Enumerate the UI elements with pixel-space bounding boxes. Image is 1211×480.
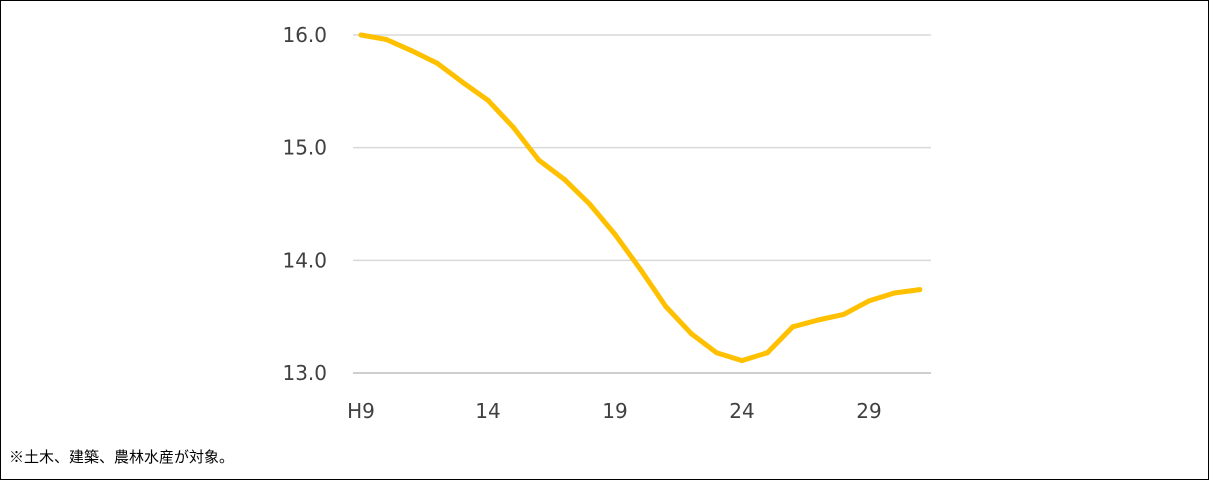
line-chart: 16.0 15.0 14.0 13.0 H9 14 19 24 29 xyxy=(282,23,931,423)
data-point xyxy=(561,176,567,182)
gridlines xyxy=(353,34,931,262)
data-point xyxy=(739,358,745,364)
data-point xyxy=(510,124,516,130)
data-point xyxy=(536,157,542,163)
series-layer xyxy=(358,32,923,364)
data-point xyxy=(714,350,720,356)
y-axis-tick-labels: 16.0 15.0 14.0 13.0 xyxy=(282,23,327,385)
x-tick-label: H9 xyxy=(347,399,375,423)
y-tick-label: 15.0 xyxy=(282,136,327,160)
series-line xyxy=(358,32,923,364)
data-point xyxy=(612,231,618,237)
data-point xyxy=(764,350,770,356)
x-tick-label: 19 xyxy=(602,399,627,423)
x-tick-label: 29 xyxy=(856,399,881,423)
data-point xyxy=(891,290,897,296)
x-axis-tick-labels: H9 14 19 24 29 xyxy=(347,399,882,423)
footnote: ※土木、建築、農林水産が対象。 xyxy=(9,448,235,466)
data-point xyxy=(460,79,466,85)
data-point xyxy=(815,317,821,323)
data-point xyxy=(358,32,364,38)
data-point xyxy=(409,48,415,54)
y-tick-label: 14.0 xyxy=(282,248,327,272)
y-tick-label: 16.0 xyxy=(282,23,327,47)
data-point xyxy=(637,266,643,272)
data-point xyxy=(866,298,872,304)
data-point xyxy=(790,324,796,330)
data-point xyxy=(663,304,669,310)
data-point xyxy=(587,201,593,207)
data-point xyxy=(841,311,847,317)
data-point xyxy=(485,97,491,103)
data-point xyxy=(383,37,389,43)
data-point xyxy=(434,60,440,66)
data-point xyxy=(688,331,694,337)
x-tick-label: 24 xyxy=(729,399,754,423)
data-point xyxy=(917,287,923,293)
x-tick-label: 14 xyxy=(475,399,500,423)
y-tick-label: 13.0 xyxy=(282,361,327,385)
